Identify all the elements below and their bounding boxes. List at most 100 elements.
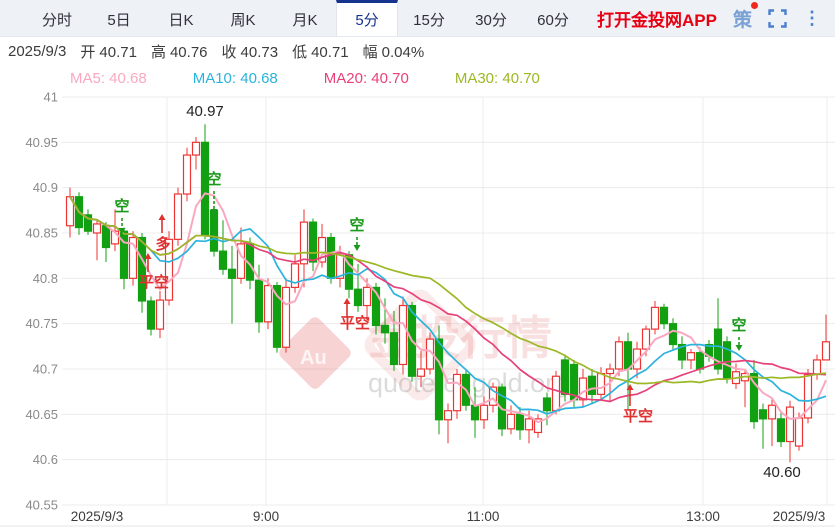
y-axis-label: 41 [44,92,58,105]
ma-legend-ma20: MA20: 40.70 [323,70,409,87]
info-value: 40.71 [99,43,137,61]
info-field-收: 收 40.73 [222,41,279,62]
notification-dot [751,1,758,9]
candle [443,410,453,421]
info-label: 收 [221,43,237,61]
candle [632,348,642,370]
y-axis-label: 40.55 [25,498,58,513]
candle [200,141,210,237]
candle [533,418,543,434]
fullscreen-icon[interactable] [768,8,787,28]
strategy-button[interactable]: 策 [732,1,758,32]
marker-short: 空 [114,197,129,215]
x-axis-label: 9:00 [253,509,279,524]
tab-15分[interactable]: 15分 [413,12,445,29]
candle [281,286,291,348]
open-app-link[interactable]: 打开金投网APP [597,10,717,30]
candle [101,225,111,249]
ohlc-info-row: 2025/9/3 开 40.71 高 40.76 收 40.73 低 40.71 幅 0.04% [0,37,835,65]
candle [362,286,372,307]
candlestick-chart[interactable]: Au金投行情quote.cngold.org空空空空多平空平空平空40.9740… [0,92,835,527]
candle [227,268,237,279]
grid-layer [0,96,835,527]
ma10-line [69,196,827,415]
candles-layer [65,124,831,463]
candle [767,404,777,420]
tab-60分[interactable]: 60分 [537,12,569,29]
candle [434,338,444,421]
candle [353,288,363,307]
marker-short: 空 [731,316,746,334]
info-value: 0.04% [381,43,425,61]
candle [749,372,759,423]
candle [83,214,93,232]
candle [389,332,399,366]
marker-close: 平空 [340,314,370,332]
candle [290,263,300,288]
candle [308,221,318,263]
y-axis-label: 40.65 [25,407,58,422]
candle [146,300,156,330]
info-field-幅: 幅 0.04% [363,41,425,62]
fullscreen-icon-svg [768,8,787,28]
candle [488,386,498,406]
y-axis-label: 40.75 [25,316,58,331]
info-label: 高 [150,43,166,61]
x-axis-label: 13:00 [686,509,720,524]
chart-period-tabbar: 分时 5日 日K 周K 月K 5分 15分 30分 60分 打开金投网APP 策 ⋮ [0,0,835,37]
info-field-开: 开 40.71 [80,41,137,62]
candle [155,299,165,330]
ma-legend-row: MA5: 40.68 MA10: 40.68 MA20: 40.70 MA30: 40… [0,65,835,92]
strategy-button-label: 策 [732,9,752,31]
y-axis-label: 40.9 [33,180,58,195]
x-axis-label: 2025/9/3 [71,509,124,524]
info-label: 幅 [362,43,378,61]
more-menu-icon[interactable]: ⋮ [803,8,821,28]
marker-close: 平空 [623,407,653,425]
candle [668,323,678,346]
tab-周K[interactable]: 周K [230,12,256,29]
info-label: 开 [80,43,96,61]
info-value: 40.71 [311,43,349,61]
y-axis-label: 40.85 [25,226,58,241]
candle [236,243,246,279]
candle [218,250,228,270]
candle [713,328,723,370]
tab-日K[interactable]: 日K [168,12,194,29]
candle [677,343,687,361]
y-axis-label: 40.6 [33,452,58,467]
x-axis-label: 11:00 [467,509,500,524]
marker-close: 平空 [139,273,169,291]
candle [812,359,822,376]
marker-short: 空 [349,216,364,234]
candle [119,230,129,279]
candle [596,372,606,395]
tab-5分[interactable]: 5分 [336,0,398,36]
candle [272,284,282,348]
candle [173,193,183,240]
candle [254,279,264,323]
candle [650,306,660,330]
info-date: 2025/9/3 [8,42,67,60]
marker-short: 空 [206,170,221,188]
tab-30分[interactable]: 30分 [475,12,507,29]
candle [164,238,174,301]
candle [623,341,633,370]
tab-月K[interactable]: 月K [292,12,318,29]
candle [380,324,390,334]
candle [524,418,534,431]
tab-5日[interactable]: 5日 [107,12,131,29]
candle [479,404,489,421]
info-value: 40.73 [240,43,279,61]
candle [605,368,615,375]
tab-分时[interactable]: 分时 [41,12,72,29]
y-axis-label: 40.8 [33,271,58,286]
candle [578,377,588,401]
y-axis-label: 40.7 [33,362,58,377]
candle [137,236,147,302]
svg-text:Au: Au [300,347,327,369]
candle [263,284,273,323]
candle [515,413,525,431]
candle [209,209,219,252]
x-axis-label: 2025/9/3 [773,509,826,524]
